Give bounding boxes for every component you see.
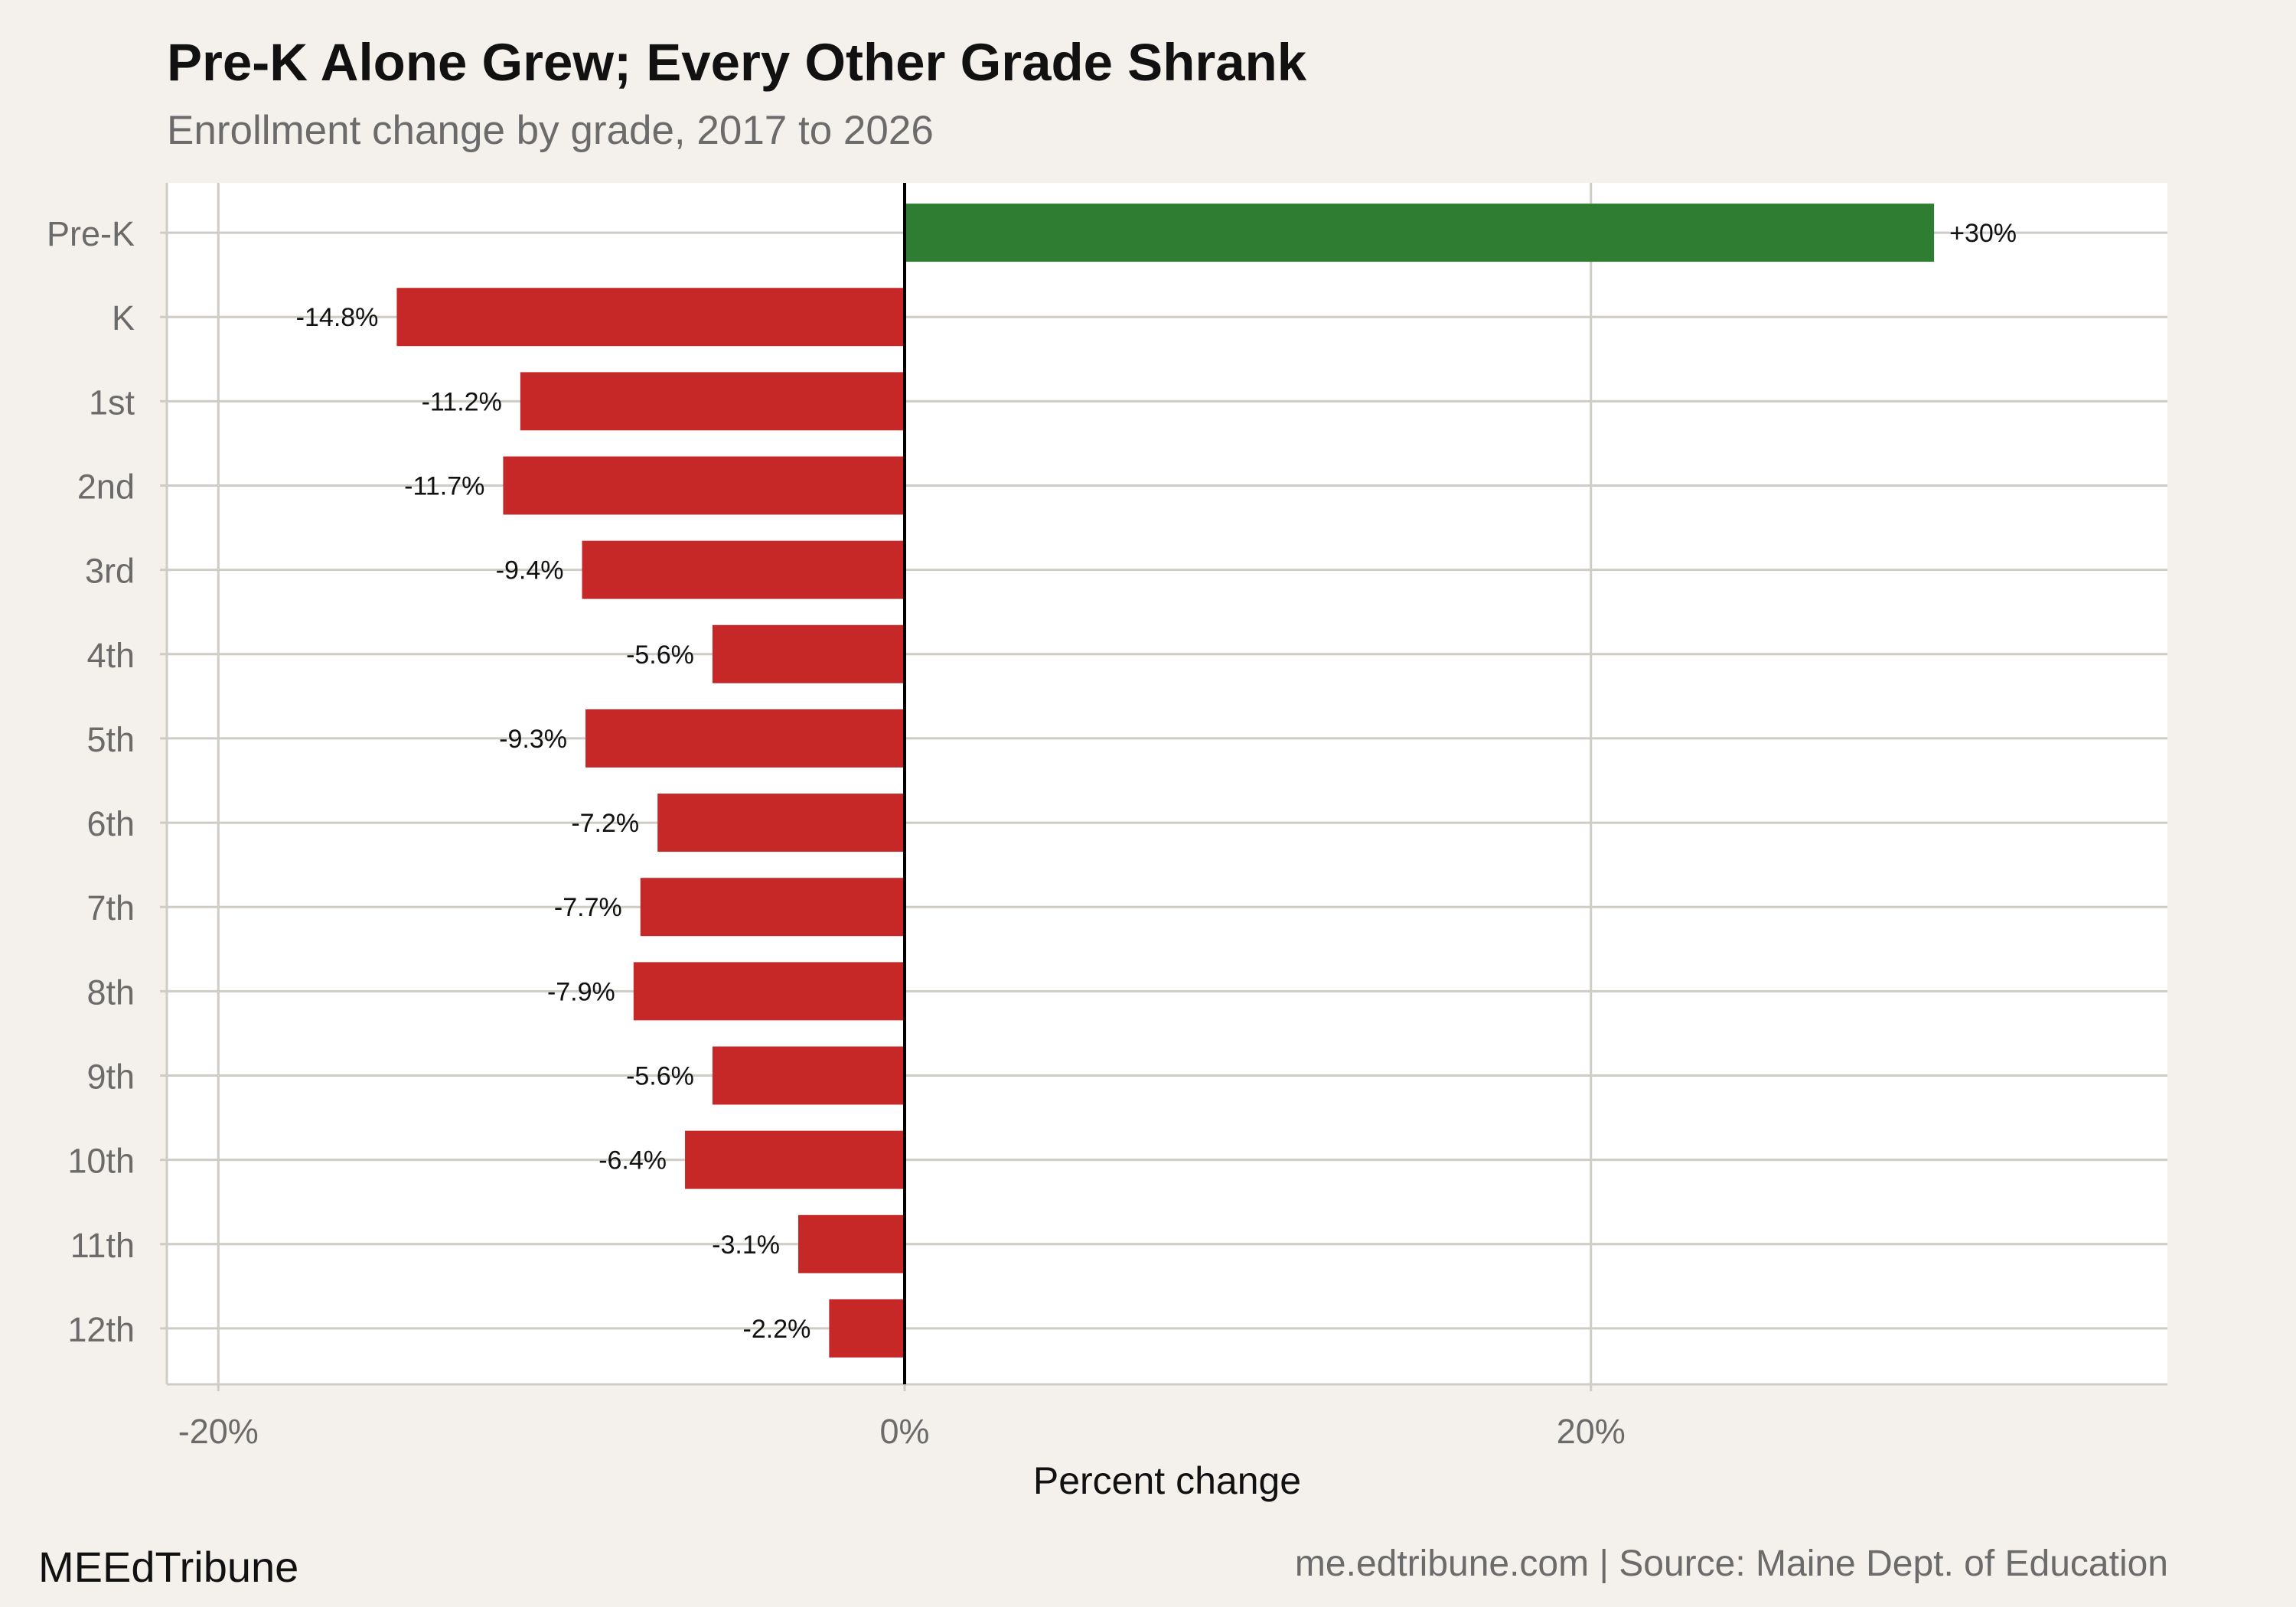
x-tick-label: 0% <box>879 1412 929 1451</box>
bar-9th <box>712 1046 905 1105</box>
data-label: -5.6% <box>626 1062 694 1091</box>
x-tick-label: -20% <box>178 1412 259 1451</box>
bar-8th <box>633 962 905 1021</box>
y-tick-label: 2nd <box>77 468 135 507</box>
bar-k <box>396 288 905 347</box>
data-label: -11.2% <box>422 387 502 416</box>
y-tick-label: 5th <box>86 720 135 759</box>
y-tick-label: 1st <box>89 383 135 422</box>
y-tick-label: 9th <box>86 1058 135 1097</box>
y-tick-label: 3rd <box>85 552 135 591</box>
bar-12th <box>829 1299 905 1358</box>
brand-name: MEEdTribune <box>38 1543 299 1591</box>
y-tick-label: 7th <box>86 888 135 927</box>
bar-1st <box>520 372 905 431</box>
bar-2nd <box>503 456 905 515</box>
y-tick-label: K <box>112 298 135 337</box>
y-tick-label: 8th <box>86 973 135 1012</box>
data-label: -7.7% <box>554 893 622 922</box>
x-tick-label: 20% <box>1557 1412 1626 1451</box>
data-label: -3.1% <box>712 1231 780 1260</box>
data-label: -14.8% <box>296 303 379 332</box>
bar-4th <box>712 624 905 683</box>
bar-7th <box>640 878 905 937</box>
bar-3rd <box>582 540 905 599</box>
source-credit: me.edtribune.com | Source: Maine Dept. o… <box>1294 1543 2168 1584</box>
bar-11th <box>798 1214 905 1273</box>
y-tick-label: 10th <box>67 1142 135 1181</box>
data-label: -5.6% <box>626 641 694 670</box>
data-label: -7.2% <box>571 809 639 838</box>
bar-6th <box>657 794 905 852</box>
y-tick-label: 12th <box>67 1310 135 1349</box>
chart-title: Pre-K Alone Grew; Every Other Grade Shra… <box>167 33 1307 92</box>
data-label: -2.2% <box>743 1315 811 1344</box>
x-axis-title: Percent change <box>1033 1459 1301 1502</box>
y-tick-label: Pre-K <box>47 214 135 253</box>
data-label: -11.7% <box>404 472 484 501</box>
data-label: -6.4% <box>598 1146 667 1175</box>
data-label: -9.3% <box>499 725 567 754</box>
y-tick-label: 11th <box>70 1226 135 1265</box>
bar-pre-k <box>904 204 1935 262</box>
y-tick-label: 6th <box>86 804 135 843</box>
bar-10th <box>685 1130 905 1189</box>
chart-subtitle: Enrollment change by grade, 2017 to 2026 <box>167 108 934 153</box>
y-tick-label: 4th <box>86 636 135 675</box>
data-label: -7.9% <box>547 977 615 1006</box>
data-label: -9.4% <box>496 556 564 585</box>
data-label: +30% <box>1949 219 2017 248</box>
bar-5th <box>585 709 905 768</box>
plot-panel <box>167 183 2167 1384</box>
